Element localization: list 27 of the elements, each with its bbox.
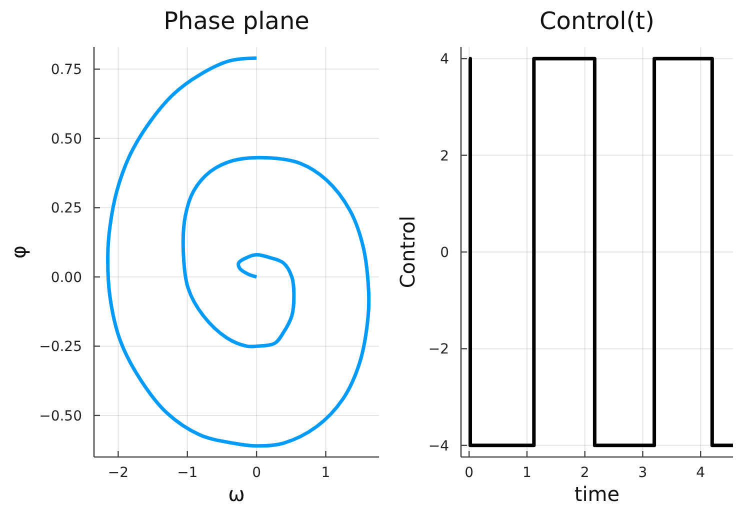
x-tick-label: −2 bbox=[108, 465, 129, 481]
chart-title: Phase plane bbox=[164, 7, 310, 35]
y-tick-label: 0.00 bbox=[50, 270, 82, 286]
chart-title: Control(t) bbox=[540, 7, 654, 35]
y-tick-label: 2 bbox=[440, 148, 449, 164]
x-tick-label: 4 bbox=[696, 465, 706, 481]
x-axis-title: time bbox=[574, 482, 620, 506]
y-tick-label: −0.25 bbox=[39, 339, 82, 356]
y-tick-label: 0 bbox=[440, 245, 449, 262]
x-tick-label: 0 bbox=[464, 465, 474, 481]
y-tick-label: −4 bbox=[428, 438, 450, 454]
y-tick-label: 4 bbox=[440, 52, 450, 68]
y-tick-label: 0.75 bbox=[50, 62, 82, 78]
y-axis-title: Control bbox=[396, 216, 420, 288]
x-tick-label: 1 bbox=[522, 465, 532, 481]
x-tick-label: 0 bbox=[252, 465, 262, 481]
x-tick-label: −1 bbox=[177, 465, 198, 481]
line-series bbox=[106, 56, 371, 448]
y-tick-label: −2 bbox=[428, 342, 449, 358]
y-tick-label: 0.50 bbox=[50, 131, 82, 148]
x-axis-title: ω bbox=[228, 482, 245, 506]
y-tick-label: −0.50 bbox=[39, 408, 82, 424]
x-tick-label: 1 bbox=[321, 465, 330, 481]
y-axis-title: φ bbox=[6, 245, 30, 259]
y-tick-label: 0.25 bbox=[50, 200, 82, 217]
x-tick-label: 2 bbox=[580, 465, 590, 481]
x-tick-label: 3 bbox=[638, 465, 648, 481]
